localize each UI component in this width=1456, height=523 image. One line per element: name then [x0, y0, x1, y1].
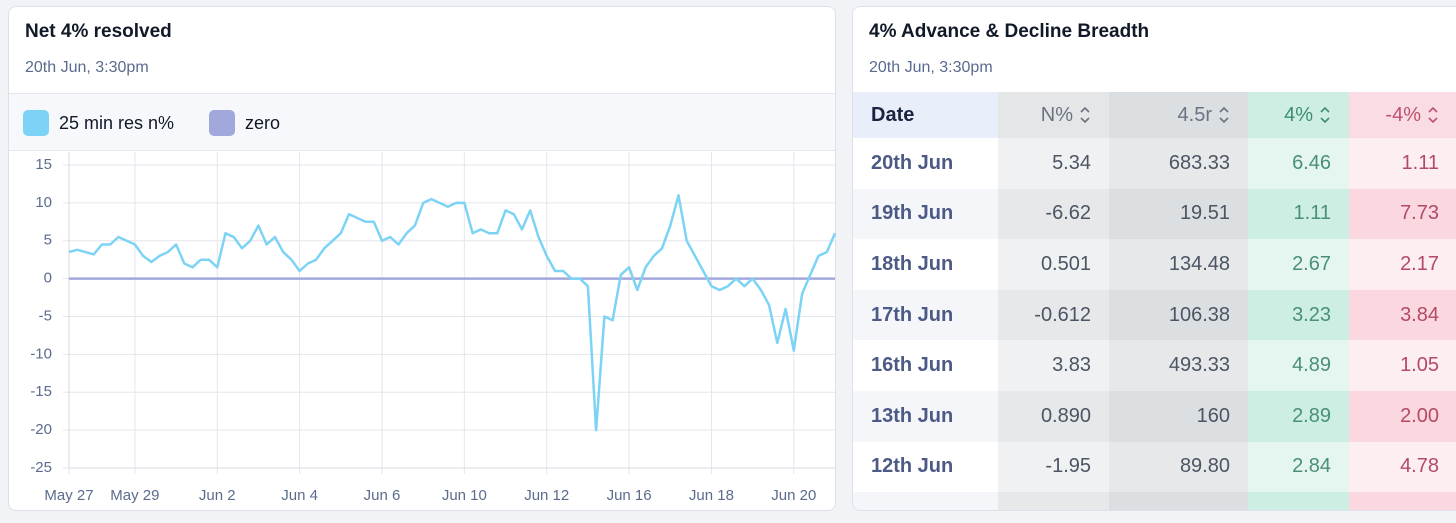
- table-cell: 2.67: [1248, 239, 1349, 290]
- table-cell: 106.38: [1109, 289, 1248, 341]
- x-tick-label: May 29: [110, 487, 159, 504]
- chart: 15 10 5 0 -5 -10 -15 -20 -25 May 27 May 29 Jun 2 Jun…: [30, 152, 837, 504]
- table-cell: 2.00: [1349, 390, 1456, 442]
- x-tick-label: Jun 16: [607, 487, 652, 504]
- y-tick-label: 5: [44, 232, 52, 249]
- legend-swatch: [23, 110, 49, 136]
- table-cell: 3.83: [998, 340, 1109, 391]
- column-header[interactable]: 4.5r: [1109, 92, 1248, 138]
- column-header-label: N%: [1040, 103, 1073, 126]
- x-tick-label: Jun 20: [771, 487, 816, 504]
- sort-icon: [1219, 107, 1229, 124]
- column-header[interactable]: N%: [998, 92, 1109, 138]
- y-tick-label: -25: [30, 459, 52, 476]
- y-tick-label: -20: [30, 421, 52, 438]
- table-cell: [998, 492, 1109, 510]
- table-cell: 18th Jun: [853, 239, 998, 290]
- legend: 25 min res n% zero: [9, 93, 835, 151]
- table-cell: 0.890: [998, 390, 1109, 442]
- sort-icon: [1080, 107, 1090, 124]
- breadth-table: Date N% 4.5r 4% -4% 20th Jun 5.34 683.33 6.46 1.1…: [853, 92, 1456, 510]
- column-header-label: 4.5r: [1177, 103, 1212, 126]
- x-tick-label: Jun 6: [364, 487, 401, 504]
- sort-icon: [1320, 107, 1330, 124]
- table-cell: 2.17: [1349, 239, 1456, 290]
- table-row: 13th Jun 0.890 160 2.89 2.00: [853, 390, 1456, 442]
- series-line: [68, 194, 837, 432]
- legend-label: zero: [245, 112, 281, 133]
- table-cell: 3.84: [1349, 289, 1456, 341]
- x-tick-label: Jun 18: [689, 487, 734, 504]
- table-cell: 6.46: [1248, 138, 1349, 189]
- table-title: 4% Advance & Decline Breadth: [869, 21, 1150, 42]
- table-cell: -0.612: [998, 289, 1109, 341]
- column-header: Date: [853, 92, 998, 138]
- y-tick-label: -10: [30, 345, 52, 362]
- table-cell: 3.23: [1248, 289, 1349, 341]
- y-tick-label: 10: [35, 194, 52, 211]
- table-cell: 160: [1109, 390, 1248, 442]
- table-row: 19th Jun -6.62 19.51 1.11 7.73: [853, 188, 1456, 240]
- table-cell: 17th Jun: [853, 289, 998, 341]
- table-cell: -1.95: [998, 441, 1109, 493]
- table-cell: 7.73: [1349, 188, 1456, 240]
- table-card: 4% Advance & Decline Breadth 20th Jun, 3…: [852, 6, 1456, 511]
- column-header-label: Date: [871, 103, 915, 126]
- column-header-label: 4%: [1284, 103, 1313, 126]
- table-cell: 0.501: [998, 239, 1109, 290]
- column-header[interactable]: -4%: [1349, 92, 1456, 138]
- table-cell: 2.89: [1248, 390, 1349, 442]
- x-tick-label: Jun 10: [442, 487, 487, 504]
- header-row: Date N% 4.5r 4% -4%: [853, 92, 1456, 138]
- table-row: 20th Jun 5.34 683.33 6.46 1.11: [853, 138, 1456, 189]
- table-cell: 20th Jun: [853, 138, 998, 189]
- table-row: 16th Jun 3.83 493.33 4.89 1.05: [853, 340, 1456, 391]
- table-cell: 2.84: [1248, 441, 1349, 493]
- table-cell: 19.51: [1109, 188, 1248, 240]
- table-cell: 1.11: [1248, 188, 1349, 240]
- column-header[interactable]: 4%: [1248, 92, 1349, 138]
- legend-item[interactable]: 25 min res n%: [23, 110, 174, 136]
- table-cell: 12th Jun: [853, 441, 998, 493]
- table-cell: 134.48: [1109, 239, 1248, 290]
- table-cell: 16th Jun: [853, 340, 998, 391]
- table-cell: [853, 492, 998, 510]
- legend-item[interactable]: zero: [209, 110, 280, 136]
- table-row: 18th Jun 0.501 134.48 2.67 2.17: [853, 239, 1456, 290]
- table-row: 12th Jun -1.95 89.80 2.84 4.78: [853, 441, 1456, 493]
- table-cell: 683.33: [1109, 138, 1248, 189]
- y-tick-label: -5: [39, 307, 52, 324]
- table-subtitle: 20th Jun, 3:30pm: [869, 59, 993, 76]
- table-cell: 89.80: [1109, 441, 1248, 493]
- table-cell: 13th Jun: [853, 390, 998, 442]
- table-cell: 1.11: [1349, 138, 1456, 189]
- table-cell: -6.62: [998, 188, 1109, 240]
- table-row: [853, 492, 1456, 510]
- legend-label: 25 min res n%: [59, 112, 175, 133]
- chart-title: Net 4% resolved: [25, 21, 172, 42]
- y-tick-label: 0: [44, 270, 52, 287]
- y-tick-label: -15: [30, 383, 52, 400]
- x-tick-label: Jun 12: [524, 487, 569, 504]
- sort-icon: [1428, 107, 1438, 124]
- table-cell: 19th Jun: [853, 188, 998, 240]
- table-row: 17th Jun -0.612 106.38 3.23 3.84: [853, 289, 1456, 341]
- x-tick-label: May 27: [44, 487, 93, 504]
- table-cell: [1109, 492, 1248, 510]
- table-cell: 1.05: [1349, 340, 1456, 391]
- x-tick-label: Jun 2: [199, 487, 236, 504]
- x-tick-label: Jun 4: [281, 487, 318, 504]
- table-cell: [1248, 492, 1349, 510]
- chart-subtitle: 20th Jun, 3:30pm: [25, 59, 149, 76]
- table-cell: 493.33: [1109, 340, 1248, 391]
- y-tick-label: 15: [35, 156, 52, 173]
- table-cell: 5.34: [998, 138, 1109, 189]
- table-cell: 4.78: [1349, 441, 1456, 493]
- table-cell: [1349, 492, 1456, 510]
- legend-swatch: [209, 110, 235, 136]
- table-cell: 4.89: [1248, 340, 1349, 391]
- column-header-label: -4%: [1385, 103, 1421, 126]
